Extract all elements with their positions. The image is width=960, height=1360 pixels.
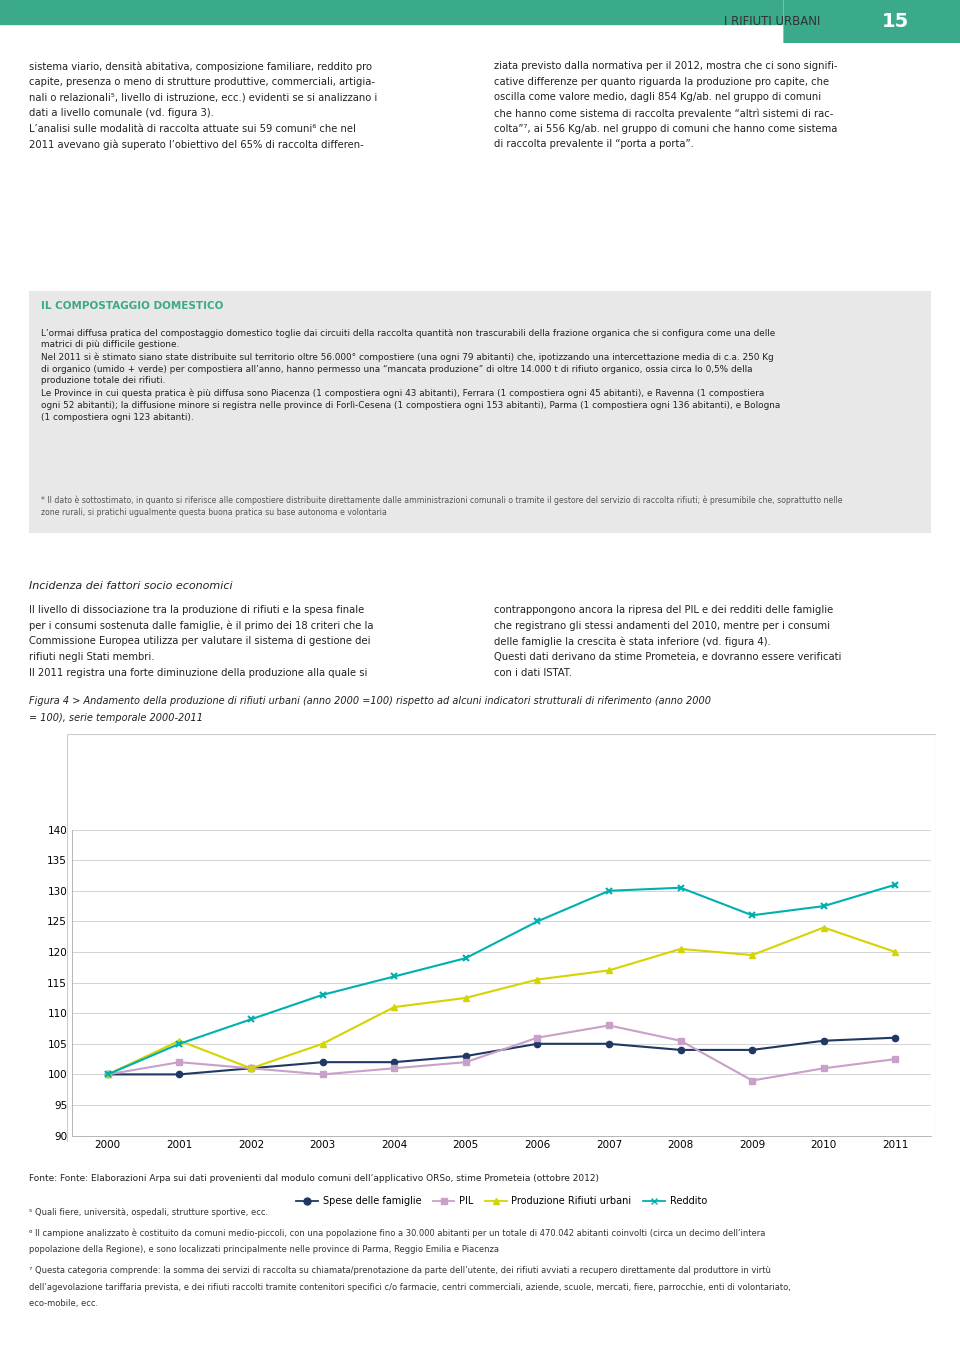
Spese delle famiglie [532,1036,543,1053]
Produzione Rifiuti urbani [747,947,758,963]
Reddito [102,1066,113,1083]
Reddito [747,907,758,923]
Produzione Rifiuti urbani [174,1032,185,1049]
Spese delle famiglie [245,1061,256,1077]
PIL [747,1073,758,1089]
PIL [389,1061,400,1077]
Produzione Rifiuti urbani [389,998,400,1015]
PIL [317,1066,328,1083]
Line: Reddito: Reddito [105,881,899,1077]
Produzione Rifiuti urbani [890,944,901,960]
Text: Incidenza dei fattori socio economici: Incidenza dei fattori socio economici [29,581,232,590]
Produzione Rifiuti urbani [317,1036,328,1053]
Text: per i consumi sostenuta dalle famiglie, è il primo dei 18 criteri che la: per i consumi sostenuta dalle famiglie, … [29,620,373,631]
PIL [102,1066,113,1083]
Text: 2011 avevano già superato l’obiettivo del 65% di raccolta differen-: 2011 avevano già superato l’obiettivo de… [29,140,364,150]
Text: delle famiglie la crescita è stata inferiore (vd. figura 4).: delle famiglie la crescita è stata infer… [494,636,771,647]
Text: che hanno come sistema di raccolta prevalente “altrì sistemi di rac-: che hanno come sistema di raccolta preva… [494,109,834,118]
Reddito [389,968,400,985]
Text: Il 2011 registra una forte diminuzione della produzione alla quale si: Il 2011 registra una forte diminuzione d… [29,668,367,677]
Text: IL COMPOSTAGGIO DOMESTICO: IL COMPOSTAGGIO DOMESTICO [40,301,223,310]
Line: PIL: PIL [105,1023,899,1084]
Spese delle famiglie [603,1036,614,1053]
PIL [890,1051,901,1068]
Text: dell’agevolazione tariffaria prevista, e dei rifiuti raccolti tramite contenitor: dell’agevolazione tariffaria prevista, e… [29,1282,791,1292]
Spese delle famiglie [460,1049,471,1065]
Text: cative differenze per quanto riguarda la produzione pro capite, che: cative differenze per quanto riguarda la… [494,76,829,87]
Text: = 100), serie temporale 2000-2011: = 100), serie temporale 2000-2011 [29,713,203,722]
Text: ziata previsto dalla normativa per il 2012, mostra che ci sono signifi-: ziata previsto dalla normativa per il 20… [494,61,838,71]
FancyBboxPatch shape [783,0,960,45]
Text: I RIFIUTI URBANI: I RIFIUTI URBANI [725,15,821,29]
Bar [0,0,782,23]
Text: oscilla come valore medio, dagli 854 Kg/ab. nel gruppo di comuni: oscilla come valore medio, dagli 854 Kg/… [494,92,822,102]
Text: popolazione della Regione), e sono localizzati principalmente nelle province di : popolazione della Regione), e sono local… [29,1246,499,1254]
Reddito [245,1012,256,1028]
Line: Produzione Rifiuti urbani: Produzione Rifiuti urbani [105,925,899,1077]
Text: 15: 15 [882,12,909,31]
Produzione Rifiuti urbani [460,990,471,1006]
PIL [818,1061,829,1077]
Reddito [174,1036,185,1053]
Text: sistema viario, densità abitativa, composizione familiare, reddito pro: sistema viario, densità abitativa, compo… [29,61,372,72]
Text: rifiuti negli Stati membri.: rifiuti negli Stati membri. [29,651,155,662]
Reddito [317,987,328,1004]
Text: colta”⁷, ai 556 Kg/ab. nel gruppo di comuni che hanno come sistema: colta”⁷, ai 556 Kg/ab. nel gruppo di com… [494,124,838,133]
Text: dati a livello comunale (vd. figura 3).: dati a livello comunale (vd. figura 3). [29,109,214,118]
Spese delle famiglie [389,1054,400,1070]
Text: di raccolta prevalente il “porta a porta”.: di raccolta prevalente il “porta a porta… [494,140,694,150]
Text: nali o relazionali⁵, livello di istruzione, ecc.) evidenti se si analizzano i: nali o relazionali⁵, livello di istruzio… [29,92,377,102]
PIL [603,1017,614,1034]
Spese delle famiglie [890,1030,901,1046]
Produzione Rifiuti urbani [818,919,829,936]
PIL [532,1030,543,1046]
Text: Il livello di dissociazione tra la produzione di rifiuti e la spesa finale: Il livello di dissociazione tra la produ… [29,605,364,615]
Spese delle famiglie [818,1032,829,1049]
Text: contrappongono ancora la ripresa del PIL e dei redditi delle famiglie: contrappongono ancora la ripresa del PIL… [494,605,833,615]
PIL [174,1054,185,1070]
Text: Fonte: Fonte: Elaborazioni Arpa sui dati provenienti dal modulo comuni dell’appl: Fonte: Fonte: Elaborazioni Arpa sui dati… [29,1174,599,1183]
Text: ⁵ Quali fiere, università, ospedali, strutture sportive, ecc.: ⁵ Quali fiere, università, ospedali, str… [29,1208,268,1217]
Spese delle famiglie [675,1042,686,1058]
Line: Spese delle famiglie: Spese delle famiglie [105,1035,899,1077]
Text: che registrano gli stessi andamenti del 2010, mentre per i consumi: che registrano gli stessi andamenti del … [494,620,830,631]
PIL [245,1061,256,1077]
Spese delle famiglie [747,1042,758,1058]
Text: ⁷ Questa categoria comprende: la somma dei servizi di raccolta su chiamata/preno: ⁷ Questa categoria comprende: la somma d… [29,1266,771,1276]
Text: Questi dati derivano da stime Prometeia, e dovranno essere verificati: Questi dati derivano da stime Prometeia,… [494,651,842,662]
Text: L’analisi sulle modalità di raccolta attuate sui 59 comuni⁶ che nel: L’analisi sulle modalità di raccolta att… [29,124,355,133]
Produzione Rifiuti urbani [102,1066,113,1083]
Reddito [818,898,829,914]
Legend: Spese delle famiglie, PIL, Produzione Rifiuti urbani, Reddito: Spese delle famiglie, PIL, Produzione Ri… [293,1193,710,1210]
Text: eco-mobile, ecc.: eco-mobile, ecc. [29,1299,98,1308]
Text: capite, presenza o meno di strutture produttive, commerciali, artigia-: capite, presenza o meno di strutture pro… [29,76,374,87]
Produzione Rifiuti urbani [532,971,543,987]
Text: Commissione Europea utilizza per valutare il sistema di gestione dei: Commissione Europea utilizza per valutar… [29,636,371,646]
Text: L’ormai diffusa pratica del compostaggio domestico toglie dai circuiti della rac: L’ormai diffusa pratica del compostaggio… [40,329,780,422]
Produzione Rifiuti urbani [245,1061,256,1077]
Produzione Rifiuti urbani [603,963,614,979]
Reddito [532,914,543,930]
Text: Figura 4 > Andamento della produzione di rifiuti urbani (anno 2000 =100) rispett: Figura 4 > Andamento della produzione di… [29,696,710,706]
Reddito [675,880,686,896]
Reddito [890,877,901,894]
PIL [675,1032,686,1049]
Reddito [460,951,471,967]
Spese delle famiglie [174,1066,185,1083]
Text: con i dati ISTAT.: con i dati ISTAT. [494,668,572,677]
Produzione Rifiuti urbani [675,941,686,957]
Text: ⁶ Il campione analizzato è costituito da comuni medio-piccoli, con una popolazio: ⁶ Il campione analizzato è costituito da… [29,1229,765,1239]
Text: * Il dato è sottostimato, in quanto si riferisce alle compostiere distribuite di: * Il dato è sottostimato, in quanto si r… [40,495,842,517]
PIL [460,1054,471,1070]
Spese delle famiglie [317,1054,328,1070]
Reddito [603,883,614,899]
Spese delle famiglie [102,1066,113,1083]
